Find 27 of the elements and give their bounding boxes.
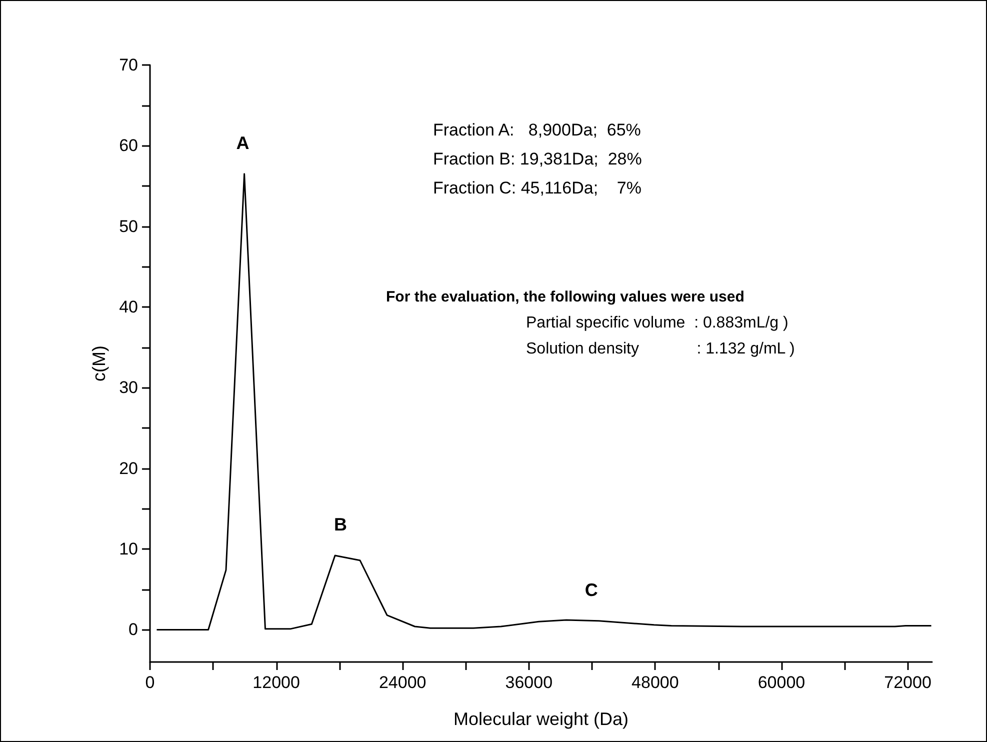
annotation: For the evaluation, the following values were used (386, 288, 744, 306)
x-tick-label: 24000 (378, 673, 426, 692)
y-tick-label: 70 (119, 56, 138, 74)
x-tick-label: 36000 (505, 673, 553, 692)
y-tick-label: 40 (119, 298, 138, 317)
y-tick-label: 60 (119, 136, 138, 156)
annotation: C (584, 580, 598, 600)
x-tick-label: 72000 (884, 673, 932, 692)
annotation: Fraction C: 45,116Da; 7% (433, 178, 642, 198)
annotation: Fraction A: 8,900Da; 65% (433, 120, 641, 140)
annotation: B (334, 514, 347, 535)
y-axis-title: c(M) (89, 346, 109, 382)
annotation: Partial specific volume : 0.883mL/g ) (526, 314, 788, 332)
y-tick-label: 20 (119, 458, 138, 478)
annotation: Fraction B: 19,381Da; 28% (433, 150, 642, 168)
y-tick-label: 0 (128, 620, 138, 640)
x-tick-label: 12000 (252, 673, 300, 692)
y-tick-label: 50 (119, 216, 138, 236)
line-series (156, 173, 932, 630)
y-tick-label: 30 (119, 378, 138, 398)
x-tick-label: 0 (145, 673, 155, 692)
annotation: Solution density : 1.132 g/mL ) (526, 340, 795, 358)
y-tick-label: 10 (119, 540, 138, 559)
x-tick-label: 48000 (632, 673, 679, 692)
x-axis-title: Molecular weight (Da) (453, 709, 629, 729)
annotation: A (236, 132, 250, 153)
x-tick-label: 60000 (758, 673, 806, 692)
